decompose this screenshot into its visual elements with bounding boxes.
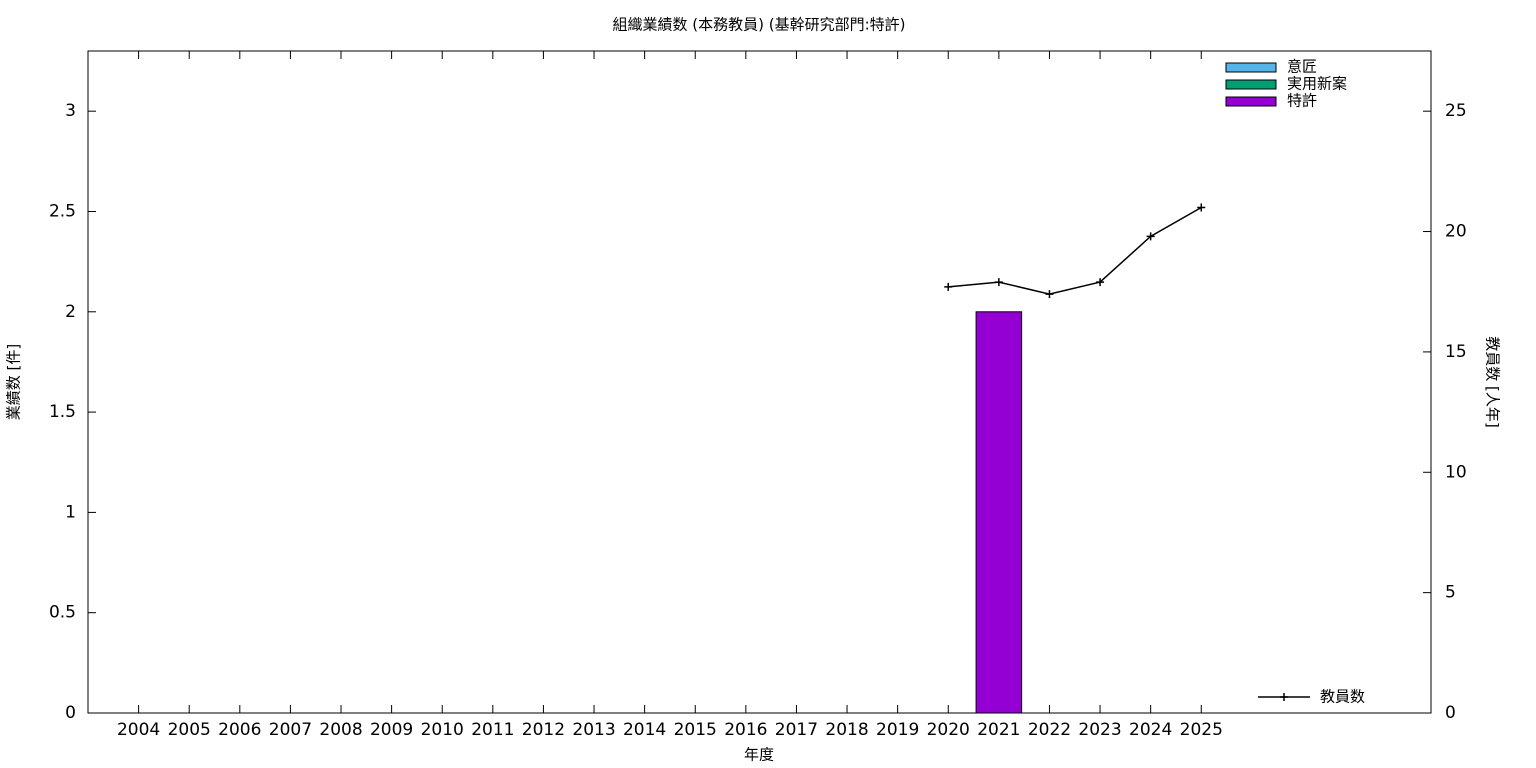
x-tick-label: 2014 (623, 720, 666, 740)
x-tick-label: 2007 (269, 720, 312, 740)
y-tick-label: 3 (65, 101, 76, 121)
point (1096, 278, 1105, 287)
x-axis-label: 年度 (744, 746, 774, 764)
x-tick-label: 2004 (117, 720, 160, 740)
legend-label: 意匠 (1287, 58, 1317, 76)
legend-label: 実用新案 (1287, 75, 1347, 93)
y2-tick-label: 20 (1445, 222, 1467, 242)
y-axis-label: 業績数 [件] (5, 344, 23, 420)
x-tick-label: 2018 (825, 720, 868, 740)
y2-tick-label: 25 (1445, 101, 1467, 121)
x-tick-label: 2011 (471, 720, 514, 740)
legend-label: 教員数 (1320, 688, 1365, 706)
y-tick-label: 0 (65, 703, 76, 723)
point (1197, 203, 1206, 212)
y-tick-label: 1.5 (49, 402, 76, 422)
legend-point (1280, 693, 1288, 701)
chart-title: 組織業績数 (本務教員) (基幹研究部門:特許) (613, 16, 906, 34)
y2-tick-label: 10 (1445, 462, 1467, 482)
y2-axis-label: 教員数 [人年] (1484, 336, 1502, 427)
x-tick-label: 2020 (927, 720, 970, 740)
point (994, 278, 1003, 287)
x-tick-label: 2019 (876, 720, 919, 740)
x-tick-label: 2025 (1180, 720, 1223, 740)
y-tick-label: 1 (65, 502, 76, 522)
x-tick-label: 2010 (421, 720, 464, 740)
legend-swatch (1225, 79, 1277, 90)
x-tick-label: 2009 (370, 720, 413, 740)
point (1146, 232, 1155, 241)
x-tick-label: 2023 (1078, 720, 1121, 740)
x-tick-label: 2021 (977, 720, 1020, 740)
point (1045, 290, 1054, 299)
line (948, 206, 1202, 295)
bar (975, 311, 1023, 714)
x-tick-label: 2006 (218, 720, 261, 740)
y2-tick-label: 0 (1445, 703, 1456, 723)
plot-frame (87, 50, 1432, 714)
y-tick-label: 0.5 (49, 603, 76, 623)
x-tick-label: 2005 (168, 720, 211, 740)
y-tick-label: 2.5 (49, 201, 76, 221)
x-tick-label: 2015 (674, 720, 717, 740)
x-tick-label: 2016 (724, 720, 767, 740)
y2-tick-label: 5 (1445, 583, 1456, 603)
x-tick-label: 2024 (1129, 720, 1172, 740)
legend-swatch (1225, 62, 1277, 73)
legend-swatch (1225, 96, 1277, 107)
y-tick-label: 2 (65, 302, 76, 322)
x-tick-label: 2008 (319, 720, 362, 740)
legend-label: 特許 (1287, 92, 1317, 110)
y2-tick-label: 15 (1445, 342, 1467, 362)
x-tick-label: 2017 (775, 720, 818, 740)
x-tick-label: 2022 (1028, 720, 1071, 740)
x-tick-label: 2012 (522, 720, 565, 740)
point (944, 282, 953, 291)
x-tick-label: 2013 (572, 720, 615, 740)
